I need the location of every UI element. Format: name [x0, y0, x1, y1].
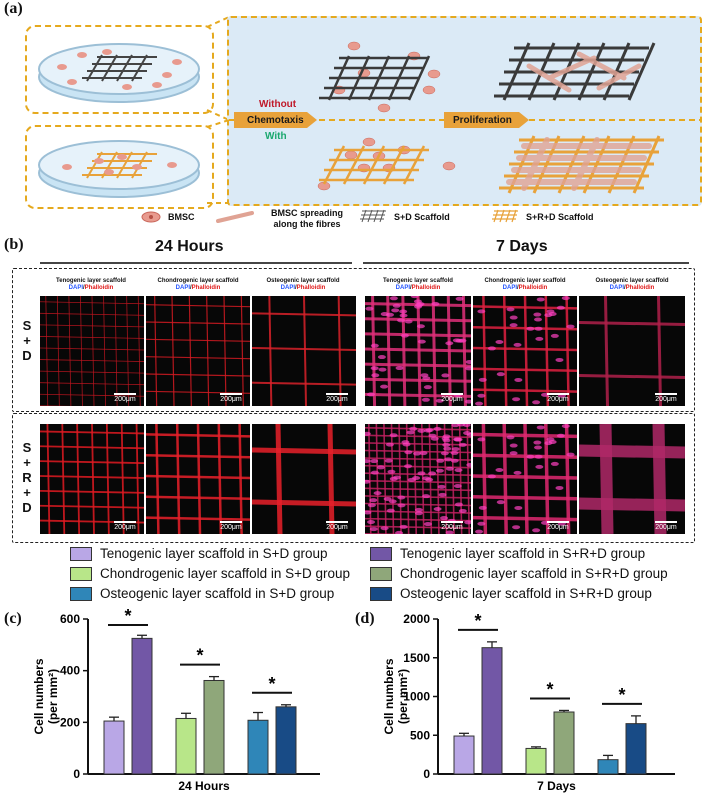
significance-star-1: * — [196, 646, 203, 666]
legend-item-sd-teno: Tenogenic layer scaffold in S+D group — [70, 546, 328, 561]
dish-connector-lines — [206, 16, 230, 204]
row-label-srd: S + R + D — [22, 440, 32, 515]
row-label-sd: S + D — [22, 318, 32, 363]
micrograph-sd-teno-7d: 200μm — [365, 296, 471, 406]
col-title-3: Osteogenic layer scaffold DAPI/Phalloidin — [266, 278, 340, 291]
legend-item-sd-chondro: Chondrogenic layer scaffold in S+D group — [70, 566, 350, 581]
y-tick-label-0: 0 — [73, 767, 80, 781]
panel-label-c: (c) — [4, 610, 22, 627]
legend-item-srd-osteo: Osteogenic layer scaffold in S+R+D group — [370, 586, 652, 601]
with-label: With — [265, 131, 287, 142]
schematic-illustration — [229, 41, 700, 194]
petri-dish-srd — [38, 140, 200, 198]
bar-2 — [525, 747, 547, 775]
legend-item-srd-chondro: Chondrogenic layer scaffold in S+R+D gro… — [370, 566, 668, 581]
significance-star-0: * — [474, 611, 481, 631]
y-axis-label: Cell numbers(per mm²) — [382, 658, 410, 734]
dish-box-with — [25, 125, 214, 209]
bar-2 — [175, 717, 197, 775]
petri-dish-sd — [38, 43, 200, 103]
bar-chart-24h: 0 200 400 600 Cell numbers(per mm²) * * * 24 Hou… — [32, 606, 320, 793]
legend-sd: S+D Scaffold — [394, 212, 450, 222]
schematic-box: Without Chemotaxis With Proliferation — [227, 16, 702, 206]
y-tick-label-2: 400 — [60, 664, 80, 678]
y-tick-label-0: 0 — [423, 767, 430, 781]
micrograph-srd-osteo-7d: 200μm — [579, 424, 685, 534]
bar-5 — [275, 706, 297, 775]
swatch-sd-teno — [70, 546, 92, 561]
legend-spreading: BMSC spreading along the fibres — [270, 208, 343, 229]
swatch-srd-teno — [370, 546, 392, 561]
col-title-1: Tenogenic layer scaffold DAPI/Phalloidin — [56, 278, 126, 291]
sd-scaffold-icon — [360, 209, 386, 223]
micrograph-srd-teno-7d: 200μm — [365, 424, 471, 534]
x-axis-label: 24 Hours — [178, 779, 230, 793]
micrograph-srd-teno-24h: 200μm — [40, 424, 144, 534]
significance-star-1: * — [546, 679, 553, 699]
y-tick-label-1: 500 — [410, 728, 430, 742]
bar-1 — [481, 647, 503, 775]
micrograph-sd-teno-24h: 200μm — [40, 296, 144, 406]
without-label: Without — [259, 99, 297, 110]
dish-box-without — [25, 25, 214, 114]
spreading-cell-icon — [216, 211, 254, 223]
swatch-sd-osteo — [70, 586, 92, 601]
significance-star-2: * — [618, 685, 625, 705]
swatch-srd-chondro — [370, 566, 392, 581]
y-tick-label-4: 2000 — [403, 612, 430, 626]
bmsc-icon — [141, 211, 161, 223]
micrograph-sd-chondro-7d: 200μm — [473, 296, 577, 406]
time-24-hours: 24 Hours — [155, 238, 224, 255]
group-box-srd — [12, 413, 695, 543]
bar-0 — [103, 720, 125, 775]
bar-4 — [247, 719, 269, 775]
y-tick-label-3: 1500 — [403, 651, 430, 665]
legend-bmsc: BMSC — [168, 212, 195, 222]
bar-chart-7d: 0 500 1000 1500 2000 Cell numbers(per mm²) * * *… — [382, 611, 675, 793]
bar-4 — [597, 759, 619, 775]
divider-24h — [40, 262, 352, 264]
micrograph-sd-chondro-24h: 200μm — [146, 296, 250, 406]
bar-3 — [553, 711, 575, 775]
divider-7d — [363, 262, 689, 264]
y-axis-label: Cell numbers(per mm²) — [32, 658, 60, 734]
micrograph-srd-chondro-24h: 200μm — [146, 424, 250, 534]
bar-3 — [203, 679, 225, 775]
col-title-5: Chondrogenic layer scaffold DAPI/Phalloid… — [484, 278, 566, 291]
srd-scaffold-icon — [492, 209, 518, 223]
bar-1 — [131, 637, 153, 775]
time-7-days: 7 Days — [496, 238, 548, 255]
chemotaxis-label: Chemotaxis — [247, 115, 304, 126]
bar-0 — [453, 735, 475, 775]
micrograph-srd-chondro-7d: 200μm — [473, 424, 577, 534]
legend-item-srd-teno: Tenogenic layer scaffold in S+R+D group — [370, 546, 645, 561]
panel-label-d: (d) — [355, 610, 375, 627]
bar-5 — [625, 723, 647, 775]
micrograph-sd-osteo-24h: 200μm — [252, 296, 356, 406]
micrograph-srd-osteo-24h: 200μm — [252, 424, 356, 534]
significance-star-2: * — [268, 674, 275, 694]
legend-item-sd-osteo: Osteogenic layer scaffold in S+D group — [70, 586, 334, 601]
y-tick-label-1: 200 — [60, 715, 80, 729]
group-box-sd — [12, 268, 695, 412]
col-title-2: Chondrogenic layer scaffold DAPI/Phalloid… — [157, 278, 239, 291]
col-title-6: Osteogenic layer scaffold DAPI/Phalloidin — [595, 278, 669, 291]
y-tick-label-3: 600 — [60, 612, 80, 626]
micrograph-sd-osteo-7d: 200μm — [579, 296, 685, 406]
panel-label-b: (b) — [4, 236, 24, 253]
significance-star-0: * — [124, 606, 131, 626]
x-axis-label: 7 Days — [537, 779, 576, 793]
swatch-sd-chondro — [70, 566, 92, 581]
col-title-4: Tenogenic layer scaffold DAPI/Phalloidin — [383, 278, 453, 291]
legend-srd: S+R+D Scaffold — [526, 212, 594, 222]
panel-label-a: (a) — [4, 0, 23, 17]
swatch-srd-osteo — [370, 586, 392, 601]
proliferation-label: Proliferation — [453, 115, 512, 126]
y-tick-label-2: 1000 — [403, 690, 430, 704]
